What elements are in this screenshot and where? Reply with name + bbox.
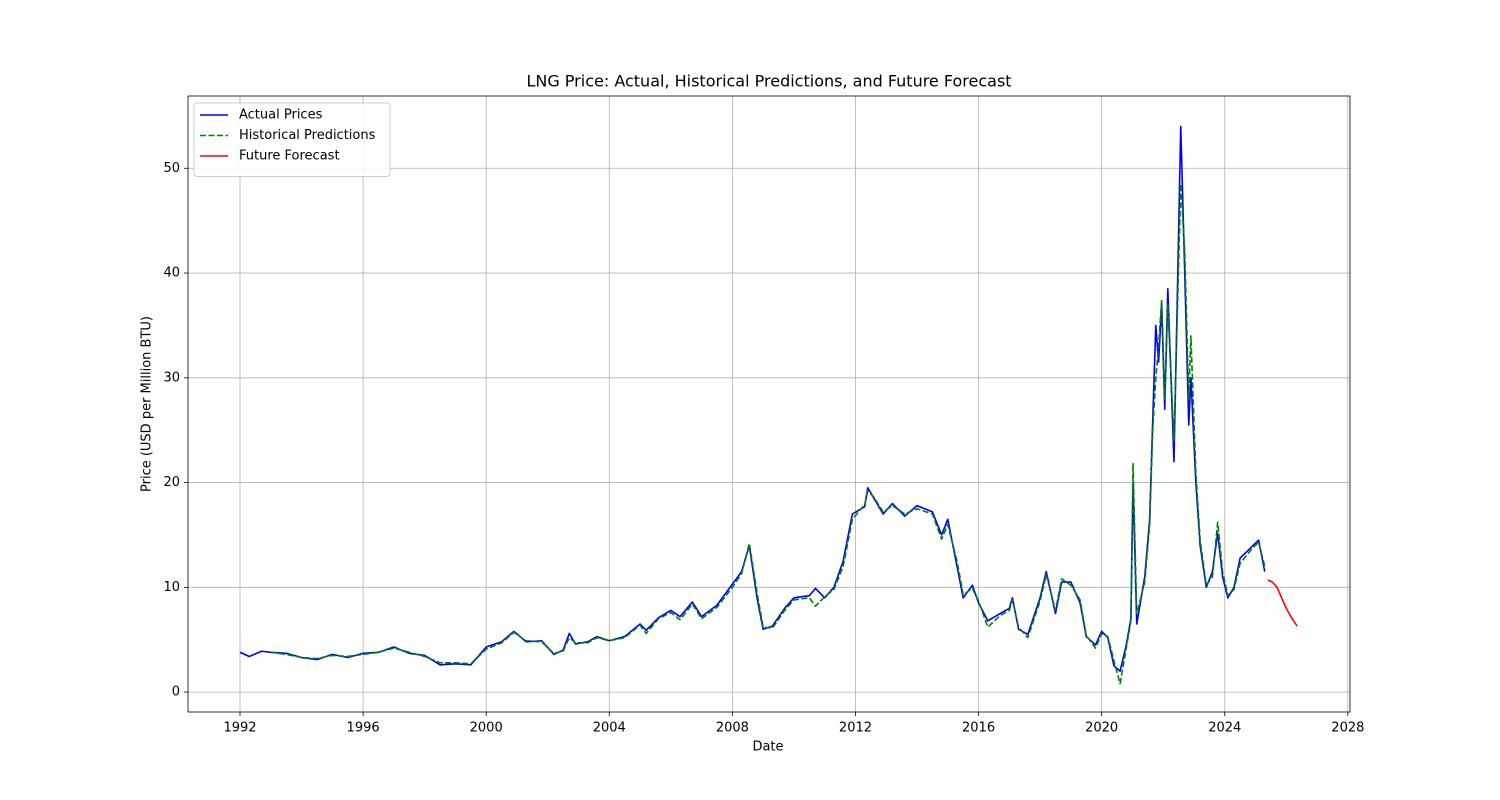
- y-tick-label: 0: [172, 685, 180, 700]
- x-tick-label: 2008: [716, 721, 749, 736]
- x-tick-label: 2004: [593, 721, 626, 736]
- legend-label: Historical Predictions: [239, 128, 376, 143]
- y-tick-label: 20: [163, 475, 180, 490]
- x-tick-label: 2000: [470, 721, 503, 736]
- chart-title: LNG Price: Actual, Historical Prediction…: [526, 72, 1011, 91]
- x-tick-label: 2028: [1331, 721, 1364, 736]
- x-tick-label: 1996: [347, 721, 380, 736]
- y-tick-label: 30: [163, 370, 180, 385]
- series-line: [1267, 579, 1298, 627]
- x-tick-label: 2016: [962, 721, 995, 736]
- x-axis-label: Date: [752, 740, 783, 755]
- x-tick-label: 2012: [839, 721, 872, 736]
- lines-layer: [239, 125, 1298, 685]
- legend-label: Future Forecast: [239, 149, 340, 164]
- y-tick-label: 40: [163, 266, 180, 281]
- x-tick-label: 2020: [1085, 721, 1118, 736]
- axes-layer: 1992 1996 2000 2004 2008 2012 2016 2020 2024 2028…: [163, 161, 1364, 736]
- y-axis-label: Price (USD per Million BTU): [140, 316, 155, 492]
- y-tick-label: 10: [163, 580, 180, 595]
- series-line: [270, 183, 1266, 685]
- x-tick-label: 2024: [1208, 721, 1241, 736]
- legend-label: Actual Prices: [239, 108, 323, 123]
- y-tick-label: 50: [163, 161, 180, 176]
- x-tick-label: 1992: [223, 721, 256, 736]
- legend: Actual Prices Historical Predictions Futur…: [193, 102, 391, 177]
- legend-box: [193, 102, 391, 177]
- plot-frame: [187, 95, 1351, 713]
